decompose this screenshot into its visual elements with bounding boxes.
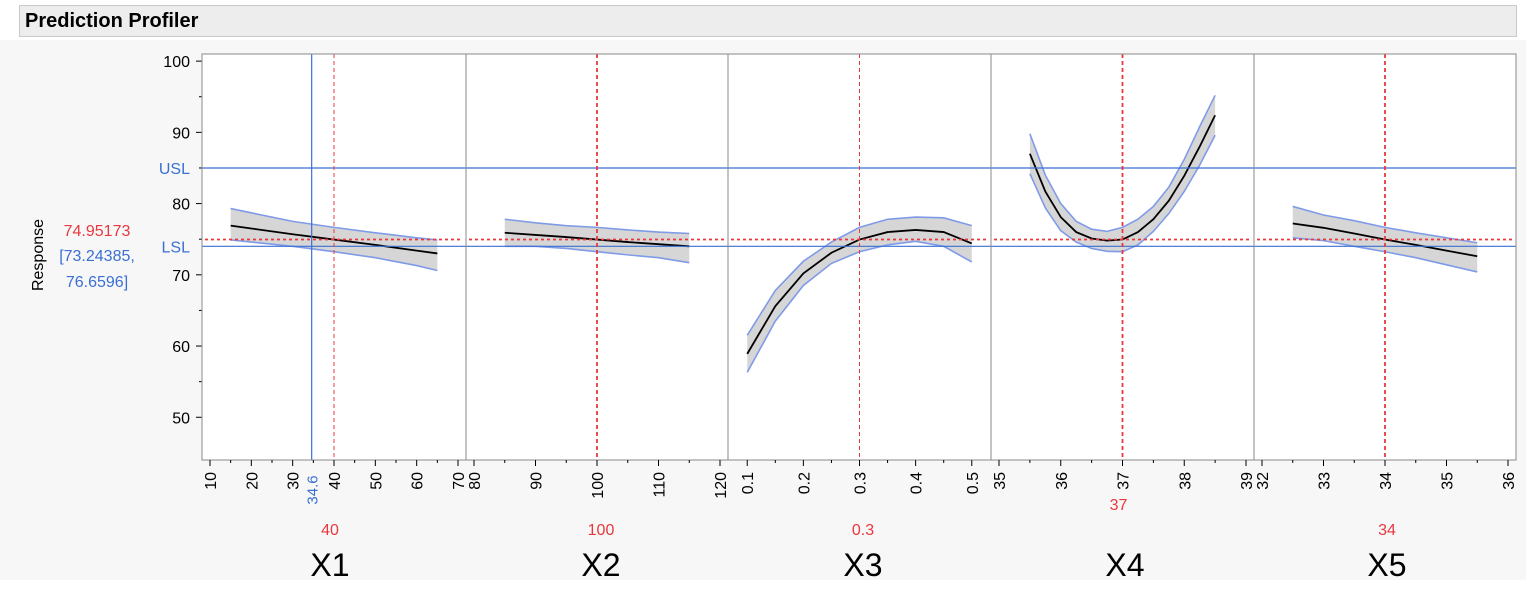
x-tick-label: 50: [368, 472, 385, 490]
x-tick-label: 0.1: [740, 472, 757, 494]
factor-panel-x4: 35 36 37 38 39 37 X4: [990, 53, 1256, 583]
response-ci-lower: [73.24385,: [59, 248, 135, 265]
factor-name: X3: [843, 547, 882, 583]
response-current-value: 74.95173: [64, 223, 131, 240]
factor-current-value: 100: [588, 522, 615, 539]
y-tick-label: 50: [172, 410, 190, 427]
factor-panel-x3: 0.1 0.2 0.3 0.4 0.5 0.3 X3: [727, 53, 992, 583]
spec-limit-label-usl: USL: [159, 161, 190, 178]
factor-current-value: 0.3: [852, 522, 874, 539]
factor-panel-x1: 34.6 10 20 30 40 50 60 70 40 X1: [201, 53, 468, 583]
x-tick-label: 100: [590, 472, 607, 499]
x-tick-label: 120: [713, 472, 730, 499]
upper-confidence-line: [746, 216, 972, 336]
x-tick-label: 0.4: [909, 472, 926, 494]
x-tick-label: 33: [1317, 472, 1334, 490]
prediction-profiler-header[interactable]: Prediction Profiler: [19, 5, 1517, 37]
factor-panel-x2: 80 90 100 110 120 100 X2: [465, 53, 730, 583]
y-tick-label: 80: [172, 197, 190, 214]
factor-panel-x5: 32 33 34 35 36 34 X5: [1253, 53, 1518, 583]
spec-limit-label-lsl: LSL: [162, 239, 191, 256]
upper-confidence-line: [504, 218, 690, 235]
factor-current-value: 40: [321, 522, 339, 539]
factor-name: X4: [1105, 547, 1144, 583]
x-tick-label: 39: [1239, 472, 1256, 490]
factor-panels: 34.6 10 20 30 40 50 60 70 40 X1 80 90 100 110 120 100 X2…: [201, 53, 1518, 583]
x-tick-label: 20: [244, 472, 261, 490]
x-tick-label: 0.2: [796, 472, 813, 494]
x-tick-label: 80: [467, 472, 484, 490]
x-tick-label: 90: [529, 472, 546, 490]
x-tick-label: 36: [1501, 472, 1518, 490]
factor-name: X5: [1367, 547, 1406, 583]
x-tick-label: 0.3: [853, 472, 870, 494]
x-tick-label: 38: [1177, 472, 1194, 490]
upper-confidence-line: [230, 207, 438, 241]
x-tick-label: 30: [286, 472, 303, 490]
response-ci-upper: 76.6596]: [66, 274, 128, 291]
x-tick-label: 35: [992, 472, 1009, 490]
y-tick-label: 60: [172, 339, 190, 356]
upper-confidence-line: [1292, 205, 1478, 244]
x-tick-label: 32: [1255, 472, 1272, 490]
profiler-title: Prediction Profiler: [25, 10, 199, 32]
y-tick-label: 100: [163, 54, 190, 71]
x-tick-label: 34: [1378, 472, 1395, 490]
factor-name: X1: [310, 547, 349, 583]
x-tick-label: 110: [652, 472, 669, 498]
factor-current-value: 34: [1378, 522, 1396, 539]
x-tick-label: 0.5: [965, 472, 982, 494]
x-tick-label: 60: [410, 472, 427, 490]
y-tick-label: 90: [172, 125, 190, 142]
upper-confidence-line: [1029, 94, 1216, 233]
x-tick-label: 35: [1440, 472, 1457, 490]
factor-current-value: 37: [1110, 497, 1128, 514]
factor-name: X2: [581, 547, 620, 583]
x-tick-label: 70: [451, 472, 468, 490]
crosshair-value: 34.6: [305, 475, 322, 504]
x-tick-label: 40: [327, 472, 344, 490]
x-tick-label: 36: [1054, 472, 1071, 490]
y-tick-label: 70: [172, 268, 190, 285]
confidence-band: [504, 219, 690, 263]
confidence-band: [747, 217, 972, 373]
response-axis-label: Response: [30, 219, 47, 291]
x-tick-label: 10: [203, 472, 220, 490]
x-tick-label: 37: [1116, 472, 1133, 490]
